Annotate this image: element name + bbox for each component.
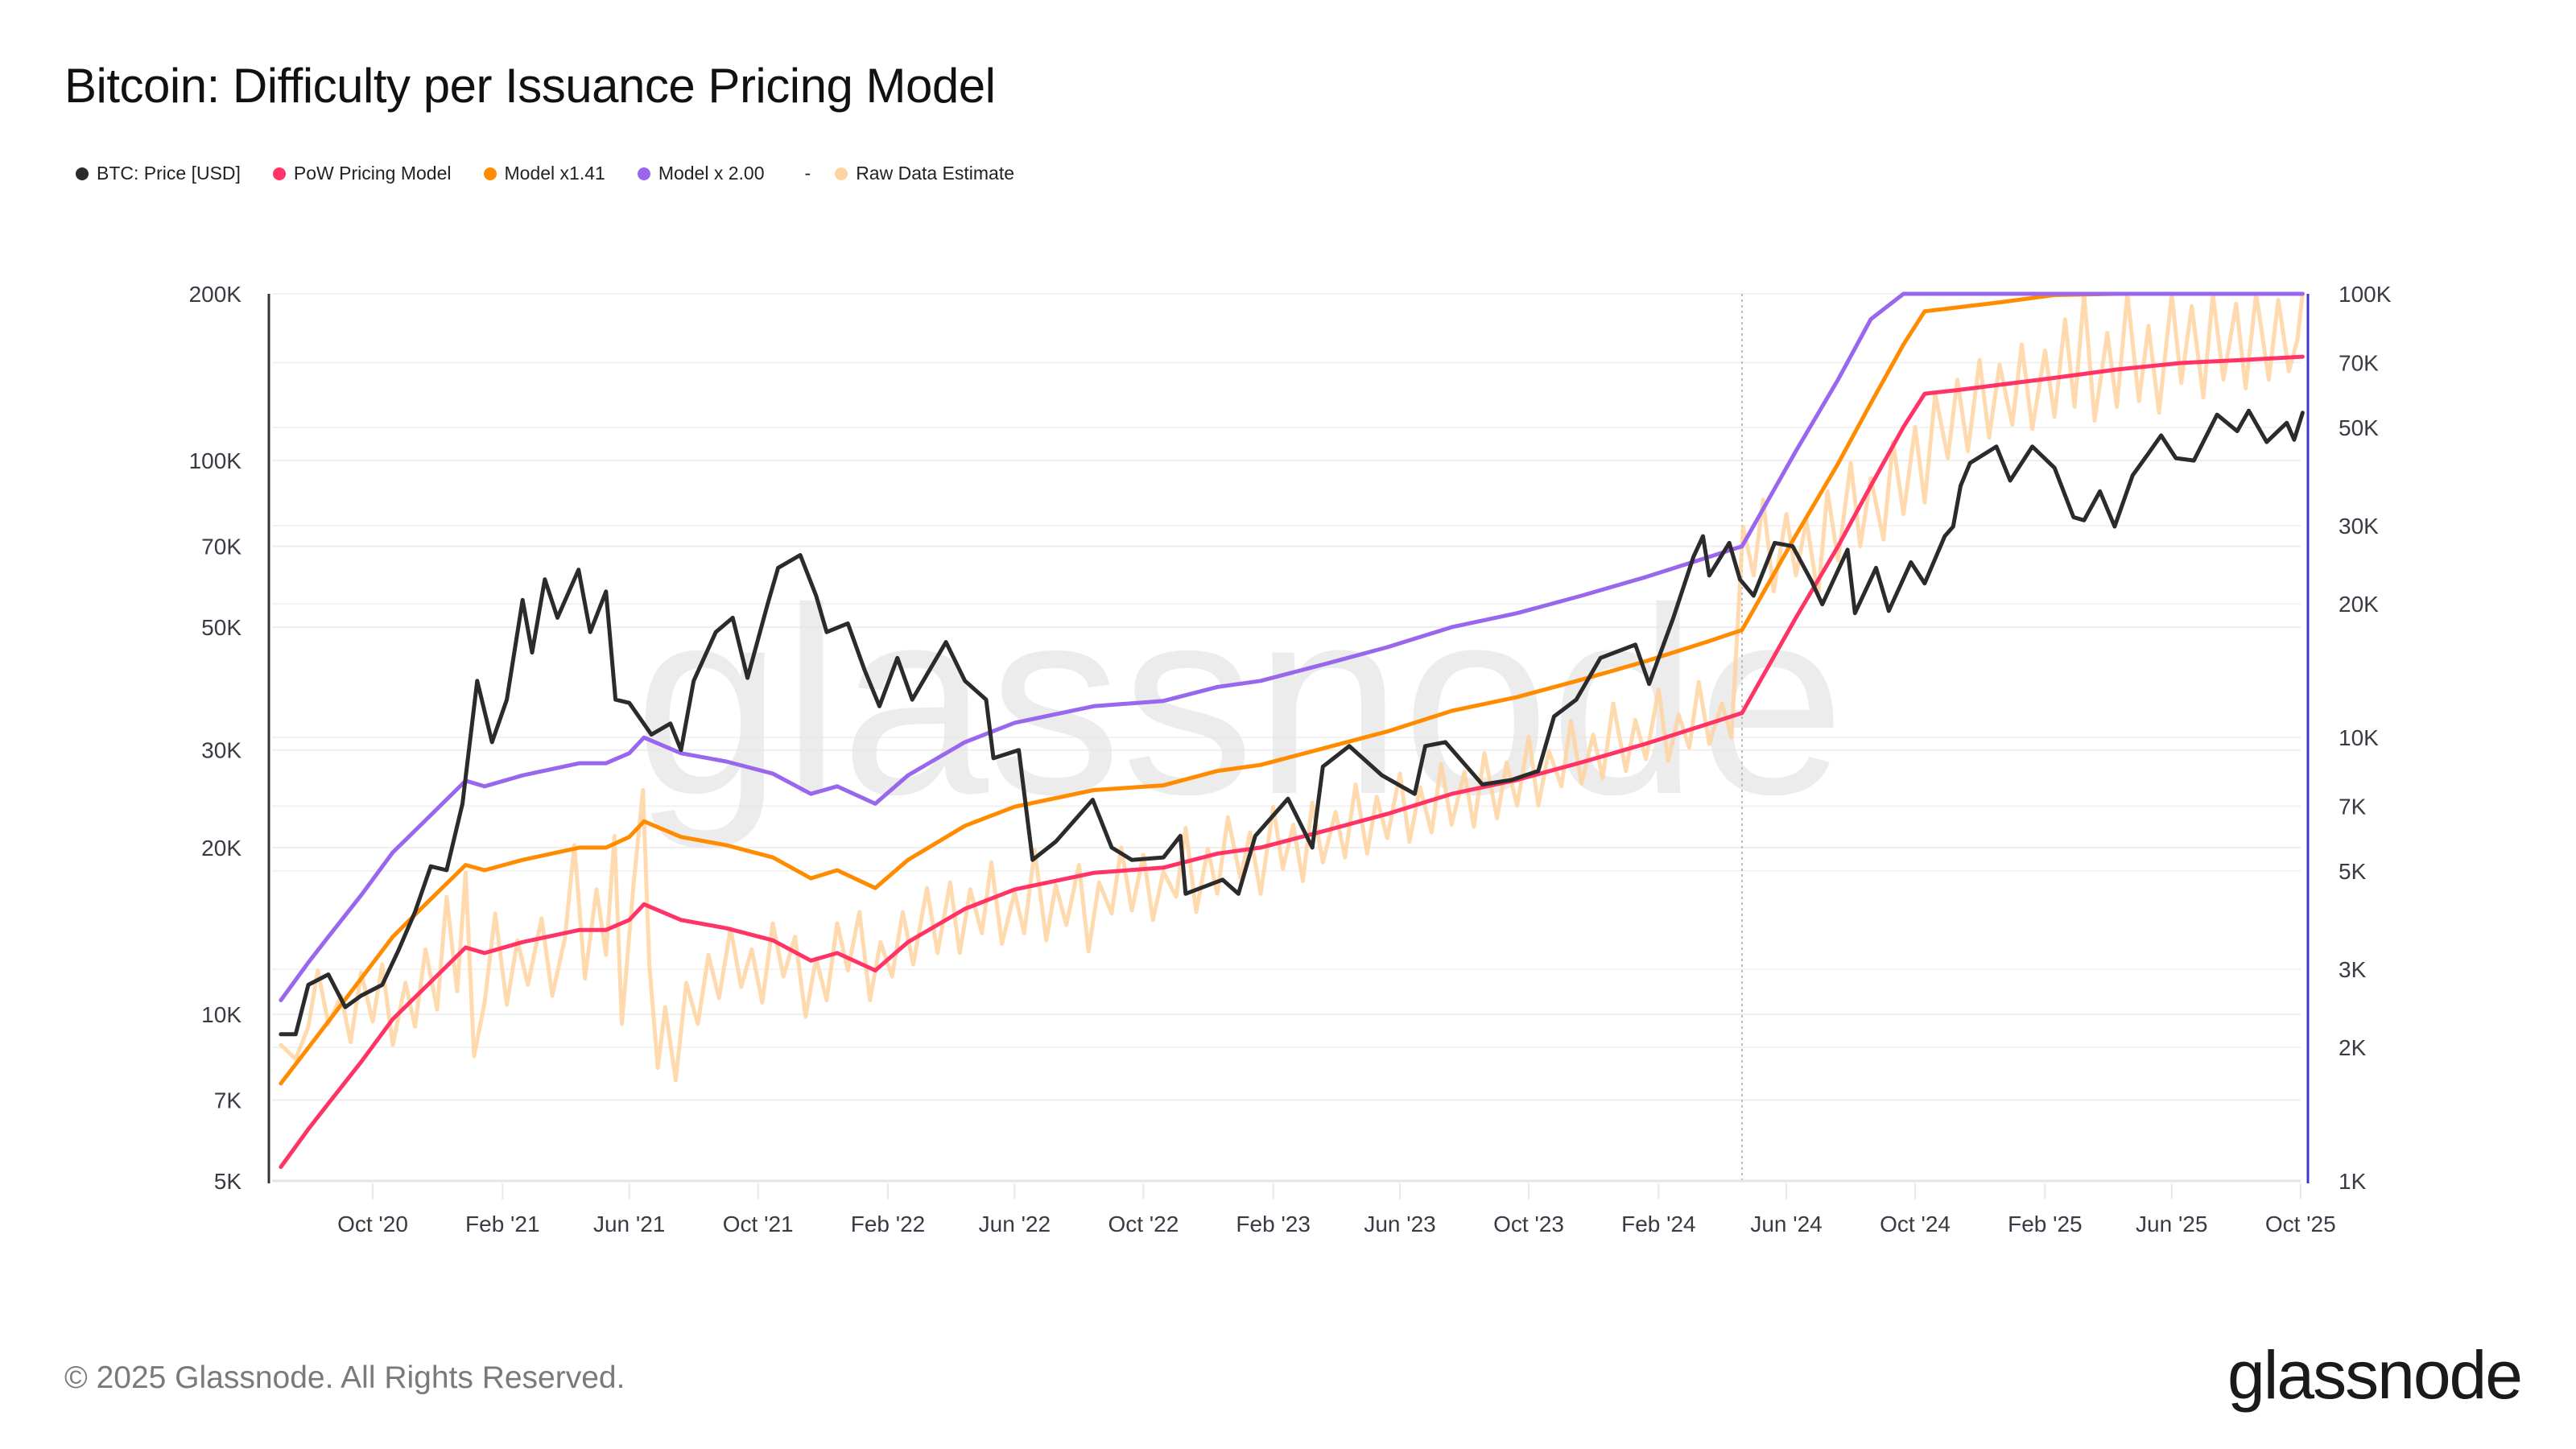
x-tick-label: Feb '25 [2008, 1212, 2083, 1236]
left-tick-label: 100K [189, 448, 242, 473]
right-tick-label: 30K [2339, 514, 2379, 539]
x-tick-label: Feb '23 [1236, 1212, 1311, 1236]
right-tick-label: 2K [2339, 1035, 2367, 1060]
x-tick-label: Jun '24 [1750, 1212, 1822, 1236]
left-tick-label: 7K [214, 1088, 242, 1113]
watermark: glassnode [634, 552, 1846, 851]
right-tick-label: 50K [2339, 415, 2379, 440]
x-tick-label: Jun '22 [979, 1212, 1051, 1236]
x-tick-label: Oct '22 [1108, 1212, 1179, 1236]
x-tick-label: Feb '22 [851, 1212, 926, 1236]
legend-label: BTC: Price [USD] [97, 163, 241, 184]
legend-item-pow-model[interactable]: PoW Pricing Model [272, 163, 452, 184]
legend-item-btc-price[interactable]: BTC: Price [USD] [76, 163, 241, 184]
right-axis-ticks: 1K 2K 3K 5K 7K 10K 20K 30K 50K 70K 100K [2339, 282, 2392, 1194]
right-tick-label: 10K [2339, 725, 2379, 750]
copyright-footer: © 2025 Glassnode. All Rights Reserved. [64, 1360, 625, 1395]
pow-pricing-model-line [279, 354, 2305, 1170]
x-tick-label: Oct '25 [2265, 1212, 2336, 1236]
left-tick-label: 5K [214, 1169, 242, 1194]
right-tick-label: 100K [2339, 282, 2392, 307]
legend-label: Raw Data Estimate [856, 163, 1015, 184]
legend-item-model-200[interactable]: Model x 2.00 [637, 163, 765, 184]
chart-legend: BTC: Price [USD] PoW Pricing Model Model… [76, 163, 1046, 184]
x-tick-label: Jun '21 [593, 1212, 665, 1236]
legend-dot-icon [272, 167, 286, 180]
series-group [279, 291, 2305, 1170]
right-tick-label: 7K [2339, 794, 2367, 819]
left-axis-ticks: 5K 7K 10K 20K 30K 50K 70K 100K 200K [189, 282, 242, 1194]
left-tick-label: 50K [201, 615, 242, 640]
x-tick-label: Feb '21 [465, 1212, 540, 1236]
glassnode-logo: glassnode [2227, 1337, 2523, 1413]
legend-label: Model x 2.00 [658, 163, 765, 184]
x-tick-label: Jun '25 [2136, 1212, 2207, 1236]
legend-label: PoW Pricing Model [293, 163, 452, 184]
right-tick-label: 70K [2339, 350, 2379, 375]
legend-item-raw-estimate[interactable]: Raw Data Estimate [835, 163, 1014, 184]
x-tick-label: Feb '24 [1621, 1212, 1696, 1236]
x-tick-label: Oct '21 [723, 1212, 794, 1236]
right-tick-label: 20K [2339, 592, 2379, 617]
right-tick-label: 3K [2339, 957, 2367, 982]
x-tick-label: Oct '24 [1880, 1212, 1951, 1236]
left-tick-label: 200K [189, 282, 242, 307]
legend-dot-icon [76, 167, 89, 180]
model-x-2-00-line [279, 291, 2305, 1002]
legend-dot-icon [835, 167, 848, 180]
x-tick-label: Jun '23 [1364, 1212, 1435, 1236]
x-tick-label: Oct '20 [337, 1212, 408, 1236]
btc-price-usd-line [279, 408, 2305, 1037]
raw-data-estimate-line [279, 291, 2305, 1083]
model-x1-41-line [279, 291, 2305, 1086]
legend-dot-icon [637, 167, 650, 180]
right-tick-label: 5K [2339, 859, 2367, 884]
legend-label: Model x1.41 [504, 163, 605, 184]
legend-separator: - [804, 163, 811, 184]
left-tick-label: 10K [201, 1002, 242, 1027]
left-tick-label: 70K [201, 535, 242, 559]
chart-title: Bitcoin: Difficulty per Issuance Pricing… [64, 59, 996, 113]
left-tick-label: 30K [201, 738, 242, 763]
right-tick-label: 1K [2339, 1169, 2367, 1194]
legend-item-model-141[interactable]: Model x1.41 [483, 163, 605, 184]
x-tick-label: Oct '23 [1493, 1212, 1564, 1236]
legend-dot-icon [483, 167, 497, 180]
x-axis-ticks: Oct '20 Feb '21 Jun '21 Oct '21 Feb '22 Jun '… [337, 1183, 2336, 1236]
left-tick-label: 20K [201, 836, 242, 861]
